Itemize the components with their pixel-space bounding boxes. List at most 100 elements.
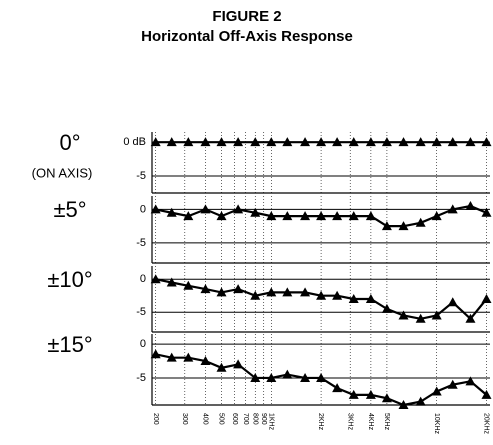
data-marker: [300, 137, 311, 147]
data-marker: [332, 211, 343, 221]
data-marker: [266, 137, 277, 147]
y-tick-label: -5: [136, 170, 146, 182]
data-marker: [233, 359, 244, 369]
x-tick-label: 700: [242, 413, 249, 425]
data-marker: [233, 204, 244, 214]
data-marker: [233, 137, 244, 147]
data-marker: [415, 396, 426, 406]
data-marker: [481, 137, 492, 147]
data-marker: [166, 352, 177, 362]
data-marker: [166, 277, 177, 287]
data-marker: [316, 137, 327, 147]
data-marker: [465, 137, 476, 147]
data-marker: [447, 379, 458, 389]
data-marker: [365, 137, 376, 147]
data-marker: [266, 211, 277, 221]
data-marker: [447, 297, 458, 307]
data-marker: [332, 383, 343, 393]
panel-note: (ON AXIS): [32, 166, 93, 181]
data-marker: [348, 389, 359, 399]
data-marker: [300, 287, 311, 297]
y-tick-label: 0: [140, 203, 146, 215]
data-marker: [332, 137, 343, 147]
panel-label: ±10°: [47, 267, 92, 292]
x-tick-label: 400: [202, 413, 209, 425]
data-marker: [250, 372, 261, 382]
x-tick-label: 4KHz: [367, 413, 374, 431]
data-marker: [381, 393, 392, 403]
data-marker: [300, 372, 311, 382]
y-tick-label: -5: [136, 372, 146, 384]
data-marker: [415, 313, 426, 323]
data-marker: [183, 352, 194, 362]
x-tick-label: 1KHz: [267, 413, 274, 431]
chart-subtitle: Horizontal Off-Axis Response: [141, 28, 353, 45]
chart-title: FIGURE 2: [212, 8, 281, 25]
data-marker: [250, 137, 261, 147]
data-marker: [431, 211, 442, 221]
panel-label: ±15°: [47, 332, 92, 357]
data-marker: [447, 137, 458, 147]
data-marker: [150, 204, 161, 214]
data-marker: [481, 294, 492, 303]
data-marker: [282, 287, 293, 297]
data-marker: [431, 137, 442, 147]
data-marker: [332, 290, 343, 300]
data-marker: [481, 389, 492, 399]
x-tick-label: 600: [231, 413, 238, 425]
data-marker: [447, 204, 458, 214]
data-marker: [166, 137, 177, 147]
x-tick-label: 2KHz: [317, 413, 324, 431]
x-tick-label: 3KHz: [346, 413, 353, 431]
data-marker: [365, 211, 376, 221]
data-marker: [316, 372, 327, 382]
data-marker: [381, 303, 392, 313]
data-marker: [200, 204, 211, 214]
panel-label: ±5°: [53, 197, 86, 222]
data-marker: [381, 137, 392, 147]
x-tick-label: 5KHz: [383, 413, 390, 431]
data-marker: [200, 137, 211, 147]
x-tick-label: 20KHz: [483, 413, 490, 435]
panel-label: 0°: [59, 130, 80, 155]
y-tick-label: -5: [136, 306, 146, 318]
data-marker: [398, 137, 409, 147]
data-marker: [348, 211, 359, 221]
data-marker: [150, 349, 161, 359]
data-marker: [216, 287, 227, 297]
data-marker: [216, 137, 227, 147]
data-marker: [398, 400, 409, 409]
data-marker: [183, 280, 194, 290]
data-marker: [481, 207, 492, 217]
data-marker: [150, 274, 161, 284]
data-marker: [200, 356, 211, 366]
data-marker: [348, 294, 359, 303]
data-marker: [398, 221, 409, 231]
data-marker: [282, 211, 293, 221]
data-marker: [183, 137, 194, 147]
data-marker: [216, 211, 227, 221]
x-tick-label: 800: [251, 413, 258, 425]
data-marker: [300, 211, 311, 221]
data-marker: [465, 313, 476, 323]
data-marker: [465, 201, 476, 211]
data-marker: [415, 217, 426, 227]
data-marker: [431, 310, 442, 320]
data-marker: [166, 207, 177, 217]
data-marker: [233, 284, 244, 294]
x-tick-label: 200: [152, 413, 159, 425]
data-marker: [216, 362, 227, 372]
data-marker: [365, 389, 376, 399]
data-marker: [398, 310, 409, 320]
data-marker: [266, 372, 277, 382]
x-tick-label: 300: [181, 413, 188, 425]
data-marker: [282, 369, 293, 379]
data-marker: [250, 207, 261, 217]
data-marker: [266, 287, 277, 297]
x-tick-label: 10KHz: [433, 413, 440, 435]
data-marker: [200, 284, 211, 294]
data-marker: [431, 386, 442, 396]
x-tick-label: 500: [218, 413, 225, 425]
x-tick-label: 900: [260, 413, 267, 425]
